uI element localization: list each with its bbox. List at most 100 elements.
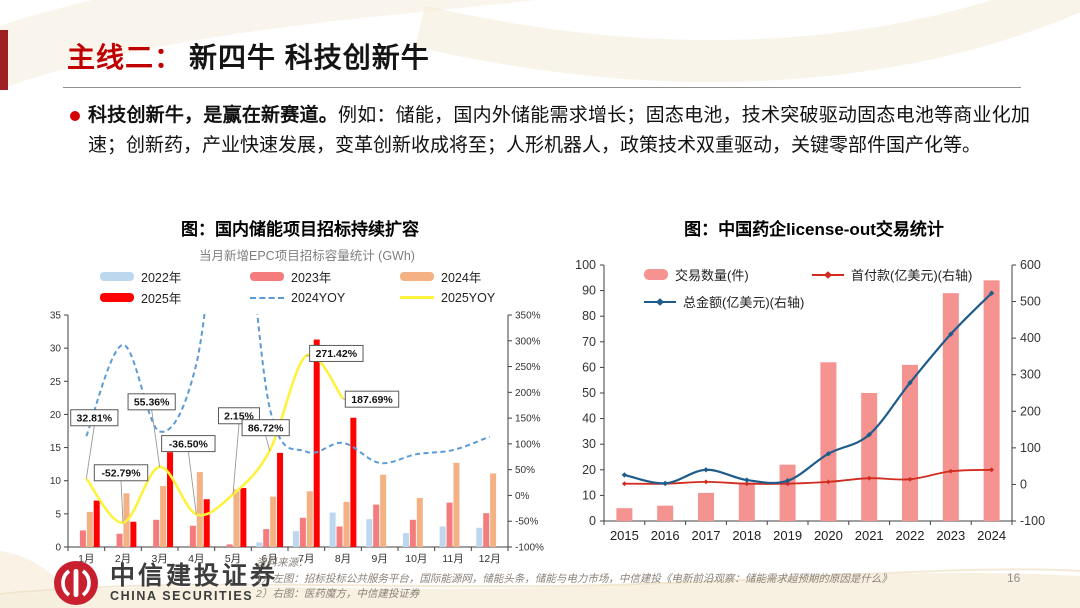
callout--36.50%: -36.50% [161,435,216,515]
left-axis-tick-label: 35 [50,311,62,322]
left-axis-tick-label: 90 [582,284,596,298]
left-axis-tick-label: 60 [582,360,596,374]
right-chart-axes [600,264,1016,525]
legend-item-总金额(亿美元)(右轴): 总金额(亿美元)(右轴) [644,292,812,311]
right-chart-legend: 交易数量(件) 首付款(亿美元)(右轴) 总金额(亿美元)(右轴) [644,265,972,311]
legend-swatch-2024年 [400,272,434,281]
left-axis-tick-label: 5 [55,509,61,520]
left-axis-tick-label: 10 [582,488,596,502]
right-axis-tick-label: -100 [1020,514,1045,528]
legend-label: 2023年 [291,271,332,285]
legend-item-2024YOY: 2024YOY [250,288,400,307]
legend-swatch [644,297,676,306]
company-name-en: CHINA SECURITIES [110,588,254,603]
left-axis-tick-label: 0 [55,543,61,554]
legend-label: 2025年 [141,292,182,306]
left-chart-axes [64,314,512,551]
month-label: 11月 [442,553,463,565]
left-chart-title: 图：国内储能项目招标持续扩容 [181,220,419,239]
left-axis-tick-label: 20 [50,410,62,421]
source-line-3: 2）右图：医药魔方，中信建投证券 [256,588,420,600]
legend-label: 交易数量(件) [675,268,749,283]
svg-text:55.36%: 55.36% [134,397,170,409]
right-axis-tick-label: 300 [1020,368,1041,382]
source-line-1: 资料来源： [256,557,309,569]
legend-item-2025YOY: 2025YOY [400,288,530,307]
title-accent-bar [0,30,8,90]
right-axis-tick-label: -50% [515,517,538,528]
legend-swatch-2022年 [100,272,134,281]
page-number: 16 [1007,571,1021,585]
line-首付款(亿美元)(右轴) [622,467,994,487]
left-axis-tick-label: 100 [575,258,596,272]
page-title-prefix: 主线二： [67,42,184,73]
year-label: 2020 [814,528,843,543]
title-underline [63,87,1021,88]
legend-label: 2025YOY [441,290,496,305]
right-axis-tick-label: 350% [515,311,541,322]
callout--52.79%: -52.79% [93,464,149,523]
source-notes: 资料来源： 1）左图：招标投标公共服务平台，国际能源网，储能头条，储能与电力市场… [256,556,892,603]
legend-swatch-2023年 [250,272,284,281]
year-label: 2016 [651,528,680,543]
left-chart-legend: 2022年 2023年 2024年 2025年 2024YOY 2025YOY [100,267,562,307]
callout-55.36%: 55.36% [127,393,176,467]
legend-swatch-2025YOY [400,296,434,299]
company-logo: 中信建投证券 CHINA SECURITIES [52,559,278,607]
right-axis-tick-label: 250% [515,362,541,373]
left-axis-tick-label: 0 [589,514,596,528]
page-title: 主线二： 新四牛 科技创新牛 [67,36,430,76]
month-label: 12月 [479,553,501,565]
line-2025YOY [85,353,345,524]
body-paragraph-lead: 科技创新牛，是赢在新赛道。 [88,105,338,126]
svg-text:-52.79%: -52.79% [101,468,141,480]
legend-swatch-2025年 [100,293,134,302]
right-axis-tick-label: 100% [515,439,541,450]
month-label: 6月 [261,553,277,565]
bars-2023年 [79,502,490,547]
callout-271.42%: 271.42% [306,344,364,362]
year-label: 2024 [977,528,1006,543]
company-logo-icon [54,561,98,605]
legend-label: 首付款(亿美元)(右轴) [851,268,973,283]
company-name-cn: 中信建投证券 [110,561,279,590]
legend-swatch [812,270,844,279]
legend-swatch [644,269,668,280]
right-axis-tick-label: 200 [1020,404,1041,418]
left-axis-tick-label: 20 [582,463,596,477]
line-2024YOY [85,314,491,465]
month-label: 4月 [188,553,204,565]
legend-label: 2024YOY [291,290,346,305]
svg-text:271.42%: 271.42% [316,348,358,360]
left-axis-tick-label: 80 [582,309,596,323]
legend-label: 总金额(亿美元)(右轴) [683,295,805,310]
svg-text:187.69%: 187.69% [351,394,393,406]
right-axis-tick-label: 0% [515,491,530,502]
line-总金额(亿美元)(右轴) [621,290,995,487]
month-label: 5月 [225,553,241,565]
svg-text:86.72%: 86.72% [248,422,284,434]
month-label: 3月 [151,553,167,565]
callout-86.72%: 86.72% [241,419,290,451]
year-label: 2023 [936,528,965,543]
legend-item-2024年: 2024年 [400,267,530,286]
svg-text:-36.50%: -36.50% [169,438,209,450]
bars-2025年 [93,339,357,547]
legend-label: 2024年 [441,271,482,285]
right-axis-tick-label: -100% [515,543,544,554]
figure-license-out: 图：中国药企license-out交易统计 交易数量(件) 首付款(亿美元)(右轴… [560,215,1068,568]
month-label: 2月 [115,553,131,565]
right-axis-tick-label: 200% [515,388,541,399]
right-chart-title: 图：中国药企license-out交易统计 [684,220,944,239]
callout-187.69%: 187.69% [342,390,400,408]
left-chart-subtitle: 当月新增EPC项目招标容量统计 (GWh) [199,249,415,263]
left-axis-tick-label: 10 [50,476,62,487]
left-axis-tick-label: 25 [50,377,62,388]
right-axis-tick-label: 600 [1020,258,1041,272]
bars-2022年 [256,512,483,547]
left-axis-tick-label: 70 [582,335,596,349]
left-axis-tick-label: 40 [582,412,596,426]
year-label: 2018 [732,528,761,543]
figure-energy-storage: 图：国内储能项目招标持续扩容 当月新增EPC项目招标容量统计 (GWh) 202… [38,215,562,572]
